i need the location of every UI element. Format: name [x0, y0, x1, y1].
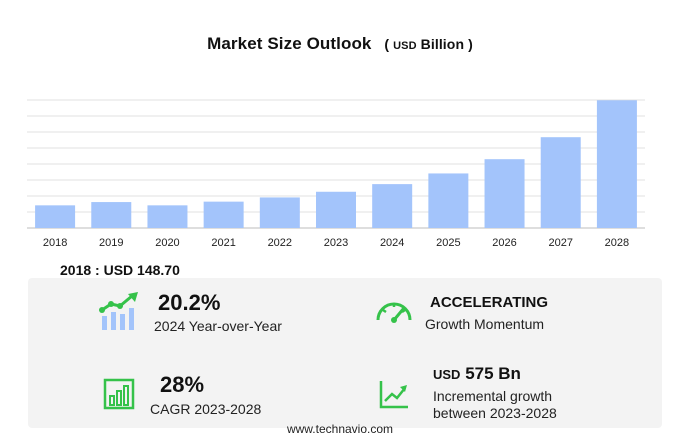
x-tick-label: 2022 — [268, 237, 292, 249]
yoy-value: 20.2% — [158, 290, 221, 315]
title-text: Market Size Outlook — [207, 34, 372, 53]
incremental-amount: 575 Bn — [465, 364, 521, 383]
speedometer-icon — [376, 302, 412, 323]
x-tick-label: 2025 — [436, 237, 460, 249]
title-unit: ( USD Billion ) — [384, 36, 473, 52]
kpi-momentum: ACCELERATING Growth Momentum — [425, 294, 549, 333]
bar-2018 — [35, 205, 76, 228]
x-tick-label: 2024 — [380, 237, 404, 249]
bar-2020 — [147, 205, 188, 228]
chart-title: Market Size Outlook ( USD Billion ) — [0, 34, 680, 54]
bar-chart: 2018 2019 2020 2021 2022 2023 2024 2025 2026 2027… — [27, 99, 645, 249]
bar-chart-icon — [103, 378, 135, 410]
rising-bars-line-icon — [99, 292, 138, 330]
momentum-value: ACCELERATING — [430, 294, 549, 311]
base-year-label: 2018 : USD 148.70 — [60, 262, 180, 278]
bar-2025 — [428, 173, 469, 228]
x-tick-label: 2018 — [43, 237, 67, 249]
incremental-currency: USD — [433, 367, 461, 382]
kpi-yoy: 20.2% 2024 Year-over-Year — [154, 290, 282, 335]
kpi-cagr: 28% CAGR 2023-2028 — [150, 372, 261, 418]
momentum-label: Growth Momentum — [425, 316, 545, 332]
unit-currency: USD — [393, 40, 417, 52]
bar-2022 — [259, 197, 300, 228]
x-tick-label: 2019 — [99, 237, 123, 249]
incremental-line2: between 2023-2028 — [433, 405, 557, 421]
bar-2028 — [596, 100, 637, 228]
x-tick-label: 2027 — [548, 237, 572, 249]
bar-2026 — [484, 159, 525, 228]
x-tick-label: 2026 — [492, 237, 516, 249]
incremental-line1: Incremental growth — [433, 388, 553, 404]
bar-2023 — [316, 191, 356, 228]
cagr-value: 28% — [160, 372, 205, 397]
x-tick-label: 2028 — [605, 237, 629, 249]
unit-open: ( — [384, 36, 390, 52]
x-tick-label: 2021 — [211, 237, 235, 249]
cagr-label: CAGR 2023-2028 — [150, 401, 262, 417]
trend-up-chart-icon — [379, 381, 408, 409]
unit-scale: Billion — [420, 36, 465, 52]
incremental-amount-line: USD 575 Bn — [433, 364, 557, 385]
bar-2021 — [203, 201, 244, 228]
bar-2024 — [372, 184, 413, 228]
yoy-label: 2024 Year-over-Year — [154, 318, 282, 334]
footer-site: www.technavio.com — [286, 422, 394, 436]
bar-2019 — [91, 202, 132, 228]
x-tick-label: 2023 — [324, 237, 348, 249]
bar-2027 — [540, 137, 581, 228]
unit-close: ) — [468, 36, 473, 52]
x-tick-label: 2020 — [155, 237, 179, 249]
kpi-incremental: USD 575 Bn Incremental growth between 20… — [433, 364, 557, 422]
